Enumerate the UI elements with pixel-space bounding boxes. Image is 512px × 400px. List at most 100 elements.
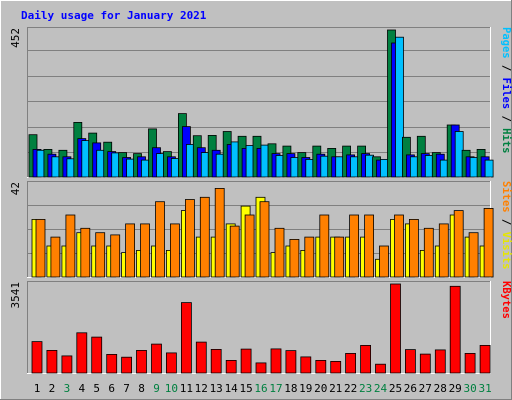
bar-kbytes-day-2 <box>46 349 58 374</box>
x-tick-label-day-3: 3 <box>64 382 71 395</box>
x-tick-label-day-29: 29 <box>449 382 462 395</box>
x-tick-label-day-22: 22 <box>344 382 357 395</box>
bar-sites-day-2 <box>50 236 61 278</box>
bar-sites-day-19 <box>304 236 315 278</box>
bar-sites-day-7 <box>125 223 135 278</box>
bar-sites-day-3 <box>65 214 76 278</box>
bar-sites-day-30 <box>468 232 479 278</box>
bar-kbytes-day-5 <box>91 336 103 374</box>
bar-sites-day-26 <box>408 218 419 278</box>
bar-pages-day-25 <box>395 36 404 178</box>
bar-kbytes-day-10 <box>165 352 177 374</box>
bar-sites-day-21 <box>334 236 345 278</box>
legend-separator: / <box>500 213 512 232</box>
bar-sites-day-17 <box>274 227 285 278</box>
bar-sites-day-11 <box>184 199 195 278</box>
bar-kbytes-day-15 <box>240 348 252 374</box>
bar-sites-day-6 <box>110 234 121 278</box>
x-tick-label-day-6: 6 <box>108 382 115 395</box>
legend: KBytes <box>500 281 512 319</box>
bar-sites-day-28 <box>438 223 449 278</box>
bar-kbytes-day-18 <box>285 350 297 374</box>
x-tick-label-day-11: 11 <box>180 382 193 395</box>
bar-pages-day-31 <box>484 159 494 178</box>
x-tick-label-day-24: 24 <box>374 382 388 395</box>
bar-kbytes-day-7 <box>121 356 132 374</box>
bar-kbytes-day-31 <box>479 344 491 374</box>
x-tick-label-day-28: 28 <box>434 382 447 395</box>
chart-title: Daily usage for January 2021 <box>21 9 207 22</box>
bar-sites-day-5 <box>95 232 106 278</box>
bar-kbytes-day-11 <box>180 302 192 374</box>
panel-3: 3541 KBytes <box>9 281 512 374</box>
x-tick-label-day-23: 23 <box>359 382 372 395</box>
x-tick-label-day-8: 8 <box>138 382 145 395</box>
x-tick-label-day-18: 18 <box>284 382 297 395</box>
x-tick-label-day-16: 16 <box>254 382 267 395</box>
panel-1: 452 Pages / Files / Hits <box>9 27 512 178</box>
bar-kbytes-day-26 <box>404 349 416 374</box>
legend-pages: Pages <box>500 27 512 59</box>
bar-kbytes-day-9 <box>151 343 162 374</box>
x-tick-label-day-19: 19 <box>299 382 312 395</box>
bar-kbytes-day-13 <box>210 348 222 374</box>
x-tick-label-day-1: 1 <box>34 382 41 395</box>
bar-sites-day-15 <box>244 214 255 278</box>
bar-sites-day-13 <box>214 187 225 278</box>
bar-kbytes-day-6 <box>106 353 118 374</box>
bar-sites-day-31 <box>483 207 494 278</box>
panel-2: 42 Sites / Visits <box>9 181 512 278</box>
bar-kbytes-day-21 <box>330 360 342 374</box>
x-tick-label-day-12: 12 <box>195 382 208 395</box>
x-axis-labels: 1 2 3 4 5 6 7 8 9 10 11 12 13 14 15 16 17 18 19 20 21 22 23 24 2… <box>34 382 492 395</box>
legend-sites: Sites <box>500 181 512 213</box>
legend: Sites / Visits <box>500 181 512 270</box>
x-tick-label-day-10: 10 <box>165 382 178 395</box>
y-max-label: 42 <box>9 182 22 195</box>
bar-kbytes-day-28 <box>434 349 446 374</box>
bar-sites-day-18 <box>289 238 300 278</box>
x-tick-label-day-2: 2 <box>49 382 56 395</box>
x-tick-label-day-27: 27 <box>419 382 432 395</box>
bar-kbytes-day-25 <box>390 283 401 374</box>
bar-sites-day-14 <box>229 225 240 278</box>
bar-sites-day-22 <box>349 214 360 278</box>
x-tick-label-day-31: 31 <box>478 382 491 395</box>
bar-sites-day-29 <box>453 210 464 278</box>
x-tick-label-day-30: 30 <box>463 382 476 395</box>
bar-kbytes-day-12 <box>195 341 207 374</box>
bar-sites-day-1 <box>35 218 46 278</box>
x-tick-label-day-17: 17 <box>269 382 282 395</box>
bar-kbytes-day-23 <box>360 344 372 374</box>
bar-sites-day-4 <box>80 227 91 278</box>
legend-visits: Visits <box>500 232 512 270</box>
bar-sites-day-16 <box>259 201 270 278</box>
x-tick-label-day-15: 15 <box>239 382 252 395</box>
legend-files: Files <box>500 78 512 110</box>
legend-hits: Hits <box>500 128 512 153</box>
x-tick-label-day-14: 14 <box>225 382 239 395</box>
x-tick-label-day-5: 5 <box>93 382 100 395</box>
bar-kbytes-day-17 <box>270 348 282 374</box>
bar-kbytes-day-8 <box>136 349 147 374</box>
legend: Pages / Files / Hits <box>500 27 512 153</box>
bar-kbytes-day-22 <box>345 352 357 374</box>
bar-sites-day-24 <box>379 245 389 278</box>
bar-sites-day-27 <box>423 227 434 278</box>
x-tick-label-day-13: 13 <box>210 382 223 395</box>
bar-kbytes-day-27 <box>419 353 431 374</box>
bar-kbytes-day-4 <box>76 332 88 374</box>
x-tick-label-day-26: 26 <box>404 382 417 395</box>
bar-sites-day-9 <box>155 201 165 278</box>
x-tick-label-day-9: 9 <box>153 382 160 395</box>
bar-sites-day-8 <box>140 223 150 278</box>
x-tick-label-day-4: 4 <box>78 382 85 395</box>
bar-sites-day-10 <box>169 223 180 278</box>
x-tick-label-day-7: 7 <box>123 382 130 395</box>
bar-kbytes-day-1 <box>31 341 43 374</box>
bar-kbytes-day-24 <box>375 363 386 374</box>
bar-kbytes-day-30 <box>464 352 476 374</box>
bar-kbytes-day-20 <box>315 359 327 374</box>
legend-separator: / <box>500 109 512 128</box>
